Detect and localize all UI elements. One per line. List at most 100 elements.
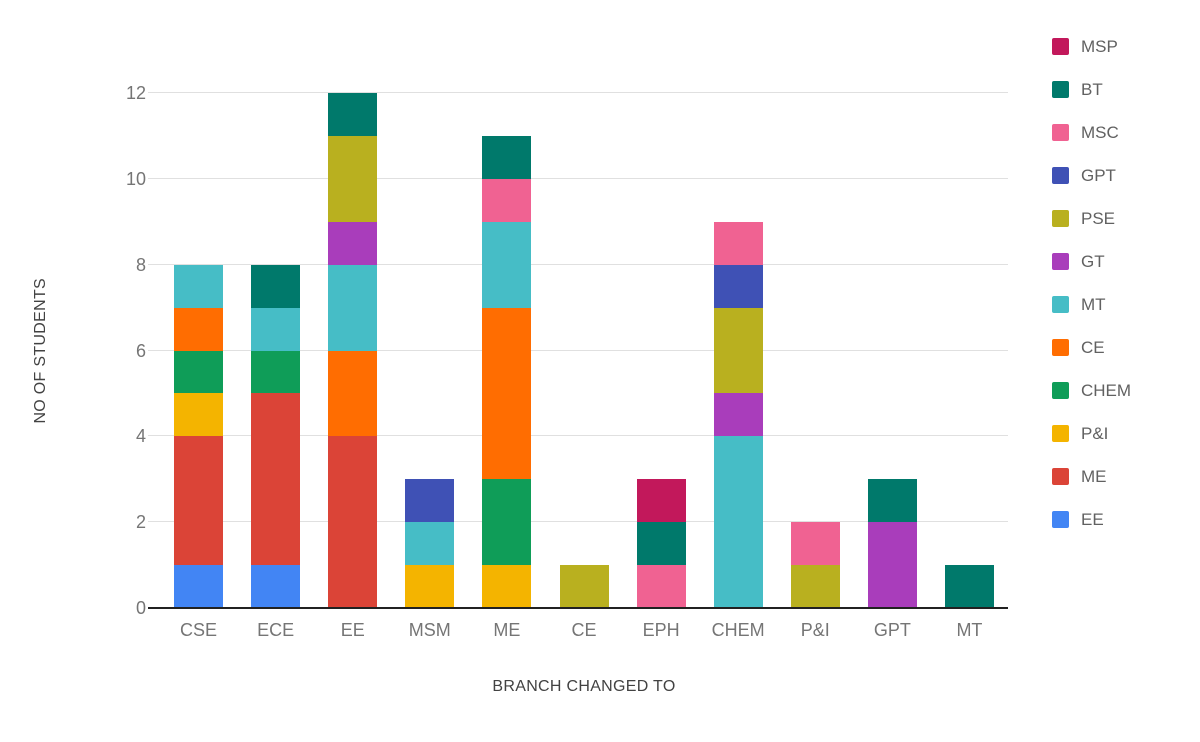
- bar-segment-CHEM-MT[interactable]: [713, 436, 763, 608]
- bar-segment-CSE-P&I[interactable]: [174, 393, 224, 437]
- bar-segment-EE-ME[interactable]: [328, 436, 378, 608]
- bar-group-GPT: [854, 93, 931, 608]
- bar-segment-ME-P&I[interactable]: [482, 565, 532, 608]
- bar-segment-ECE-EE[interactable]: [251, 565, 301, 608]
- bar-segment-CHEM-GPT[interactable]: [713, 264, 763, 308]
- bar-group-ME: [468, 93, 545, 608]
- legend-swatch-P&I: [1052, 425, 1069, 442]
- gridlines: [148, 92, 1008, 609]
- bar-segment-CHEM-GT[interactable]: [713, 393, 763, 437]
- bar-segment-ECE-BT[interactable]: [251, 264, 301, 308]
- legend-item-P&I[interactable]: P&I: [1052, 412, 1131, 455]
- bar-segment-MT-BT[interactable]: [944, 565, 994, 608]
- bar-segment-CSE-CE[interactable]: [174, 307, 224, 351]
- legend-label: P&I: [1081, 423, 1109, 443]
- bar-segment-CE-PSE[interactable]: [559, 565, 609, 608]
- legend-item-MT[interactable]: MT: [1052, 283, 1131, 326]
- bar-segment-MSM-P&I[interactable]: [405, 565, 455, 608]
- bar-segment-EPH-MSC[interactable]: [636, 565, 686, 608]
- bar-segment-CSE-MT[interactable]: [174, 264, 224, 308]
- x-tick-label: GPT: [873, 620, 911, 640]
- legend-item-CE[interactable]: CE: [1052, 326, 1131, 369]
- y-tick-label: 4: [135, 426, 146, 447]
- bar-segment-ME-BT[interactable]: [482, 135, 532, 179]
- bar-segment-ME-CE[interactable]: [482, 307, 532, 480]
- gridline: [148, 435, 1008, 437]
- bar-EPH: [636, 93, 686, 608]
- legend-item-GPT[interactable]: GPT: [1052, 154, 1131, 197]
- bar-MT: [944, 93, 994, 608]
- bar-segment-CSE-ME[interactable]: [174, 436, 224, 566]
- bar-segment-EE-BT[interactable]: [328, 93, 378, 136]
- legend-swatch-MT: [1052, 296, 1069, 313]
- bar-segment-EE-CE[interactable]: [328, 350, 378, 437]
- legend-item-ME[interactable]: ME: [1052, 455, 1131, 498]
- bar-segment-CHEM-PSE[interactable]: [713, 307, 763, 394]
- gridline: [148, 349, 1008, 351]
- bar-segment-EPH-MSP[interactable]: [636, 479, 686, 523]
- bar-segment-CHEM-MSC[interactable]: [713, 221, 763, 265]
- x-tick-label: MT: [956, 620, 983, 640]
- y-axis-title: NO OF STUDENTS: [32, 277, 49, 424]
- bar-segment-ECE-ME[interactable]: [251, 393, 301, 566]
- bars: [160, 93, 1008, 608]
- bar-group-CE: [545, 93, 622, 608]
- bar-P&I: [790, 93, 840, 608]
- bar-segment-GPT-GT[interactable]: [867, 522, 917, 608]
- legend-item-CHEM[interactable]: CHEM: [1052, 369, 1131, 412]
- bar-segment-ME-CHEM[interactable]: [482, 479, 532, 566]
- legend-label: BT: [1081, 79, 1103, 99]
- x-tick-label: EPH: [642, 620, 680, 640]
- bar-segment-ECE-CHEM[interactable]: [251, 350, 301, 394]
- bar-CHEM: [713, 93, 763, 608]
- legend-item-MSP[interactable]: MSP: [1052, 25, 1131, 68]
- legend-swatch-GT: [1052, 253, 1069, 270]
- gridline: [148, 92, 1008, 93]
- bar-segment-P&I-PSE[interactable]: [790, 565, 840, 608]
- bar-segment-CSE-CHEM[interactable]: [174, 350, 224, 394]
- bar-segment-GPT-BT[interactable]: [867, 479, 917, 523]
- legend-swatch-EE: [1052, 511, 1069, 528]
- bar-segment-EPH-BT[interactable]: [636, 522, 686, 566]
- gridline: [148, 263, 1008, 265]
- gridline: [148, 177, 1008, 179]
- x-axis-title: BRANCH CHANGED TO: [492, 678, 676, 695]
- bar-segment-ECE-MT[interactable]: [251, 307, 301, 351]
- legend-label: ME: [1081, 466, 1107, 486]
- bar-group-MT: [931, 93, 1008, 608]
- bar-group-MSM: [391, 93, 468, 608]
- bar-CE: [559, 93, 609, 608]
- bar-group-ECE: [237, 93, 314, 608]
- bar-segment-MSM-GPT[interactable]: [405, 479, 455, 523]
- legend-item-BT[interactable]: BT: [1052, 68, 1131, 111]
- legend-swatch-PSE: [1052, 210, 1069, 227]
- legend-label: GPT: [1081, 165, 1116, 185]
- legend-label: PSE: [1081, 208, 1116, 228]
- legend-label: MSP: [1081, 36, 1118, 56]
- bar-group-CHEM: [700, 93, 777, 608]
- bar-segment-EE-PSE[interactable]: [328, 135, 378, 222]
- bar-ECE: [251, 93, 301, 608]
- bar-segment-ME-MT[interactable]: [482, 221, 532, 308]
- legend-item-EE[interactable]: EE: [1052, 498, 1131, 541]
- bar-segment-MSM-MT[interactable]: [405, 522, 455, 566]
- bar-segment-ME-MSC[interactable]: [482, 178, 532, 222]
- x-tick-label: P&I: [800, 620, 830, 640]
- y-tick-label: 10: [125, 168, 146, 189]
- bar-GPT: [867, 93, 917, 608]
- legend-item-MSC[interactable]: MSC: [1052, 111, 1131, 154]
- bar-segment-CSE-EE[interactable]: [174, 565, 224, 608]
- legend-item-GT[interactable]: GT: [1052, 240, 1131, 283]
- x-tick-label: EE: [340, 620, 365, 640]
- bar-segment-EE-GT[interactable]: [328, 221, 378, 265]
- bar-segment-P&I-MSC[interactable]: [790, 522, 840, 566]
- x-axis-line: [148, 607, 1008, 609]
- legend-swatch-MSP: [1052, 38, 1069, 55]
- legend-swatch-CHEM: [1052, 382, 1069, 399]
- bar-segment-EE-MT[interactable]: [328, 264, 378, 351]
- bar-group-CSE: [160, 93, 237, 608]
- legend-label: MSC: [1081, 122, 1119, 142]
- legend-item-PSE[interactable]: PSE: [1052, 197, 1131, 240]
- bar-group-EPH: [623, 93, 700, 608]
